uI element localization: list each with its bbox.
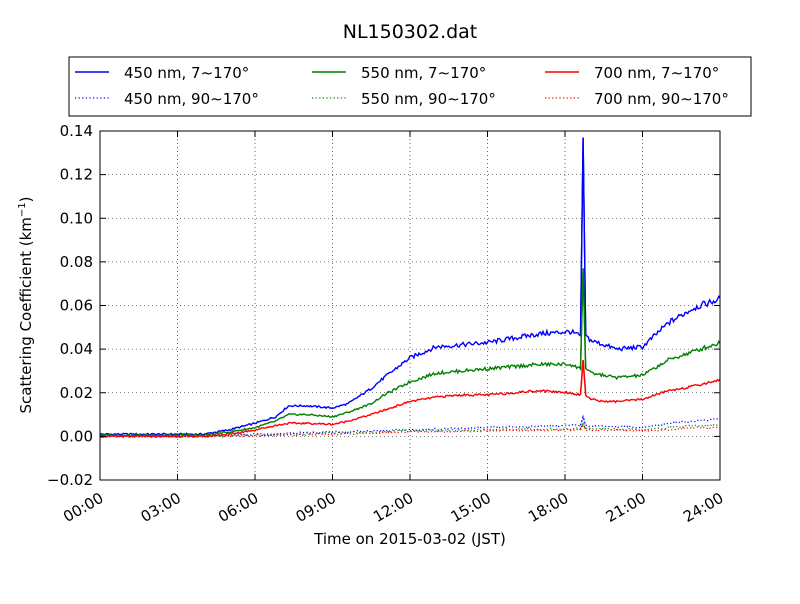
legend: 450 nm, 7∼170° 550 nm, 7∼170° 700 nm, 7∼17… — [68, 56, 752, 117]
y-tick-label: −0.02 — [47, 471, 93, 489]
legend-label-6: 700 nm, 90∼170° — [594, 90, 729, 108]
legend-label-3: 550 nm, 7∼170° — [361, 64, 486, 82]
y-tick-label: 0.00 — [60, 427, 93, 445]
series-spike-5 — [579, 359, 587, 395]
legend-label-1: 450 nm, 7∼170° — [124, 64, 249, 82]
y-axis-label-text: Scattering Coefficient (km — [17, 217, 35, 413]
legend-box — [68, 56, 752, 117]
y-tick-label: 0.02 — [60, 384, 93, 402]
series-spike-6 — [579, 424, 587, 431]
series-line-5 — [99, 359, 721, 439]
y-tick-label: 0.10 — [60, 209, 93, 227]
y-tick-label: 0.04 — [60, 340, 93, 358]
x-axis-label: Time on 2015-03-02 (JST) — [313, 530, 506, 548]
chart-title: NL150302.dat — [343, 21, 478, 43]
y-axis-label-exponent: −1 — [17, 202, 28, 217]
series-spike-2 — [579, 414, 587, 426]
legend-label-2: 450 nm, 90∼170° — [124, 90, 259, 108]
y-tick-label: 0.08 — [60, 253, 93, 271]
y-axis-label: Scattering Coefficient (km−1) — [17, 196, 35, 413]
legend-label-5: 700 nm, 7∼170° — [594, 64, 719, 82]
y-tick-label: 0.12 — [60, 166, 93, 184]
y-axis-label-close: ) — [17, 196, 35, 202]
y-tick-label: 0.06 — [60, 297, 93, 315]
series-spike-3 — [579, 268, 587, 369]
series-spike-1 — [579, 137, 587, 337]
legend-label-4: 550 nm, 90∼170° — [361, 90, 496, 108]
y-tick-label: 0.14 — [60, 122, 93, 140]
data-series — [99, 137, 721, 439]
